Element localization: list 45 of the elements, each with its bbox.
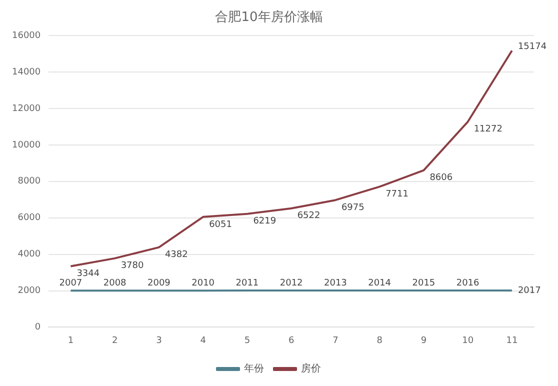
data-label: 2011 [236,278,259,288]
data-label: 8606 [430,173,453,184]
y-tick-label: 0 [34,322,41,333]
data-label: 2017 [518,286,541,296]
y-tick-label: 12000 [12,104,41,114]
data-label: 2009 [147,278,171,288]
y-tick-label: 4000 [18,250,41,260]
y-tick-label: 2000 [18,286,41,296]
data-label: 2014 [368,278,392,288]
x-tick-label: 11 [506,336,518,346]
data-label: 2012 [280,278,303,288]
data-label: 6975 [341,202,364,213]
data-label: 15174 [518,42,547,52]
x-tick-label: 1 [68,336,74,346]
y-tick-label: 14000 [12,67,41,78]
chart-title: 合肥10年房价涨幅 [215,9,323,26]
data-label: 2015 [412,278,436,288]
x-tick-label: 7 [332,336,338,346]
y-tick-label: 8000 [18,176,41,187]
x-tick-label: 8 [376,336,383,346]
data-label: 2016 [456,278,480,288]
data-label: 7711 [386,190,408,200]
y-tick-label: 6000 [18,213,41,224]
legend-label: 房价 [301,362,321,375]
data-label: 3344 [76,269,100,280]
data-label: 2013 [324,278,347,288]
legend-label: 年份 [244,362,264,375]
data-label: 6051 [209,220,232,230]
data-label: 6522 [297,211,320,222]
data-label: 2010 [192,278,215,288]
data-label: 11272 [474,124,502,135]
x-tick-label: 2 [112,336,118,346]
x-tick-label: 6 [288,336,294,346]
data-label: 6219 [253,216,276,227]
y-tick-label: 10000 [12,140,41,150]
data-label: 2008 [103,278,127,288]
data-label: 4382 [164,250,188,260]
x-tick-label: 9 [420,336,427,346]
x-tick-label: 10 [462,336,474,346]
x-tick-label: 5 [244,336,250,346]
y-tick-label: 16000 [12,30,41,41]
x-tick-label: 4 [200,336,206,346]
data-label: 3780 [120,261,144,272]
x-tick-label: 3 [156,336,162,346]
data-label: 2007 [59,278,82,288]
